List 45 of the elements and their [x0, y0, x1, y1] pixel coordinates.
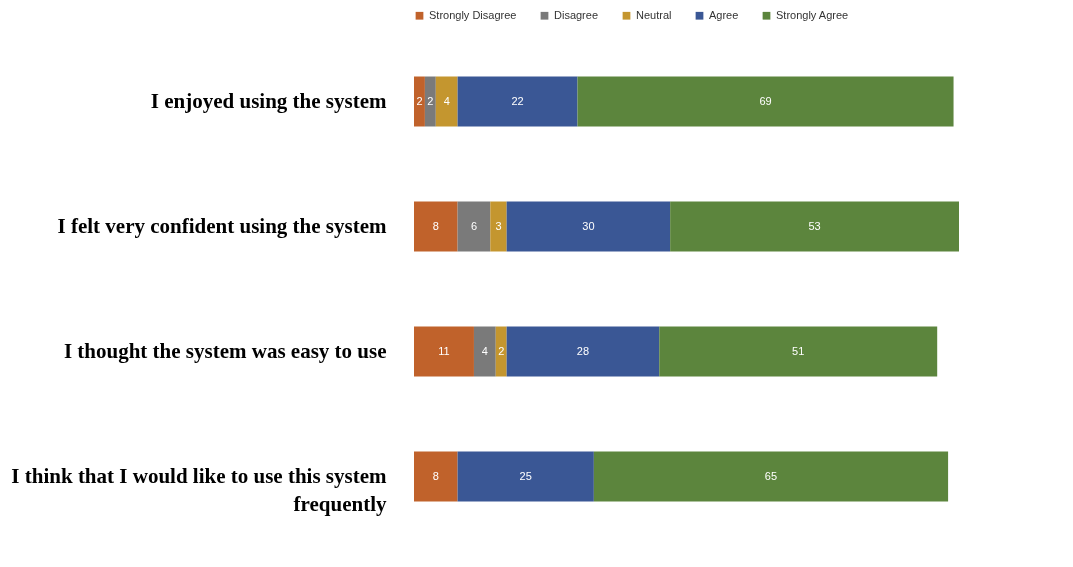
bar: [506, 201, 671, 252]
legend-label: Neutral: [636, 8, 672, 21]
y-tick-label: I think that I would like to use this system frequently: [11, 463, 387, 516]
legend-label: Agree: [709, 8, 739, 21]
data-label: 3: [495, 219, 502, 232]
data-label: 8: [432, 469, 439, 482]
data-label: 2: [427, 94, 434, 107]
y-tick-label: I enjoyed using the system: [150, 88, 387, 113]
data-label: 2: [498, 344, 505, 357]
bar: [670, 201, 959, 252]
data-label: 8: [432, 219, 439, 232]
y-tick-label: I felt very confident using the system: [57, 213, 387, 238]
data-label: 6: [470, 219, 478, 232]
legend-label: Strongly Agree: [776, 8, 849, 21]
bar: [414, 326, 474, 377]
bar: [457, 201, 491, 252]
bar: [495, 326, 507, 377]
bar: [414, 76, 425, 127]
bar: [577, 76, 954, 127]
data-label: 4: [481, 344, 488, 357]
legend-label: Strongly Disagree: [429, 8, 517, 21]
bar: [424, 76, 436, 127]
bar: [490, 201, 507, 252]
data-label: 22: [511, 94, 524, 107]
data-label: 2: [416, 94, 423, 107]
data-label: 53: [808, 219, 821, 232]
data-label: 25: [519, 469, 532, 482]
bar: [457, 451, 594, 502]
bar: [435, 76, 458, 127]
bar: [457, 76, 578, 127]
bar: [414, 451, 458, 502]
bar: [414, 201, 458, 252]
bar: [506, 326, 660, 377]
data-label: 4: [443, 94, 450, 107]
data-label: 28: [576, 344, 590, 357]
bar: [659, 326, 938, 377]
y-tick-label: I thought the system was easy to use: [63, 338, 387, 363]
data-label: 11: [438, 344, 450, 357]
data-label: 30: [582, 219, 595, 232]
data-label: 69: [759, 94, 772, 107]
bar: [593, 451, 949, 502]
data-label: 51: [792, 344, 805, 357]
data-label: 65: [764, 469, 778, 482]
legend-label: Disagree: [554, 8, 599, 21]
bar: [473, 326, 496, 377]
